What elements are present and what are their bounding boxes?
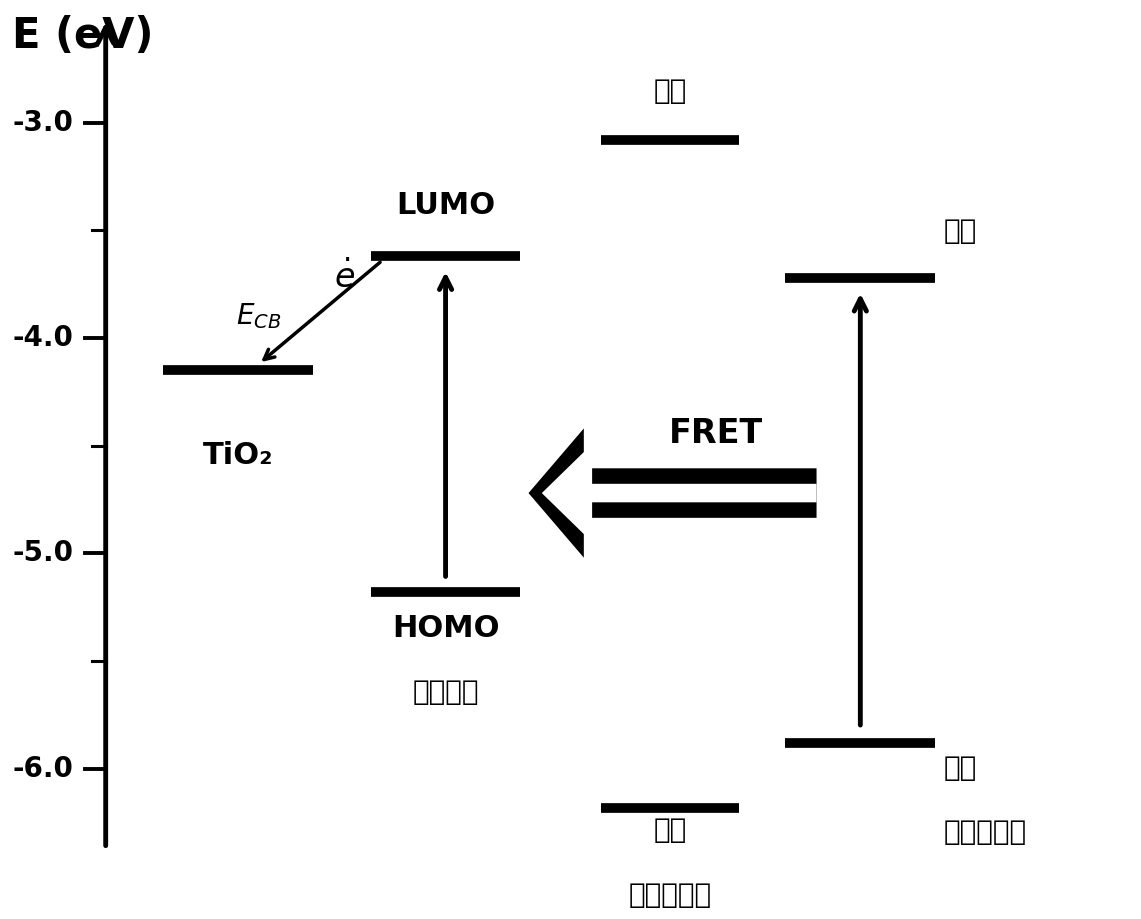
Text: 导带: 导带 xyxy=(654,77,687,106)
Text: $\dot{e}$: $\dot{e}$ xyxy=(333,261,355,295)
Text: 导带: 导带 xyxy=(944,218,977,245)
Polygon shape xyxy=(528,428,817,558)
Text: -5.0: -5.0 xyxy=(13,539,73,567)
Text: E (eV): E (eV) xyxy=(11,15,153,57)
Text: 方酸染料: 方酸染料 xyxy=(412,678,479,707)
Text: -6.0: -6.0 xyxy=(13,754,73,783)
Text: TiO₂: TiO₂ xyxy=(203,441,274,471)
Text: 价带: 价带 xyxy=(944,754,977,782)
Text: 量子点壳层: 量子点壳层 xyxy=(629,880,712,909)
Text: HOMO: HOMO xyxy=(391,614,500,642)
Text: 价带: 价带 xyxy=(654,816,687,845)
Text: 量子点核层: 量子点核层 xyxy=(944,818,1027,846)
Text: $E_{CB}$: $E_{CB}$ xyxy=(236,301,281,332)
Polygon shape xyxy=(542,444,817,542)
Text: -4.0: -4.0 xyxy=(13,324,73,352)
Text: LUMO: LUMO xyxy=(396,190,495,220)
Text: -3.0: -3.0 xyxy=(13,108,73,137)
Text: FRET: FRET xyxy=(670,417,763,450)
